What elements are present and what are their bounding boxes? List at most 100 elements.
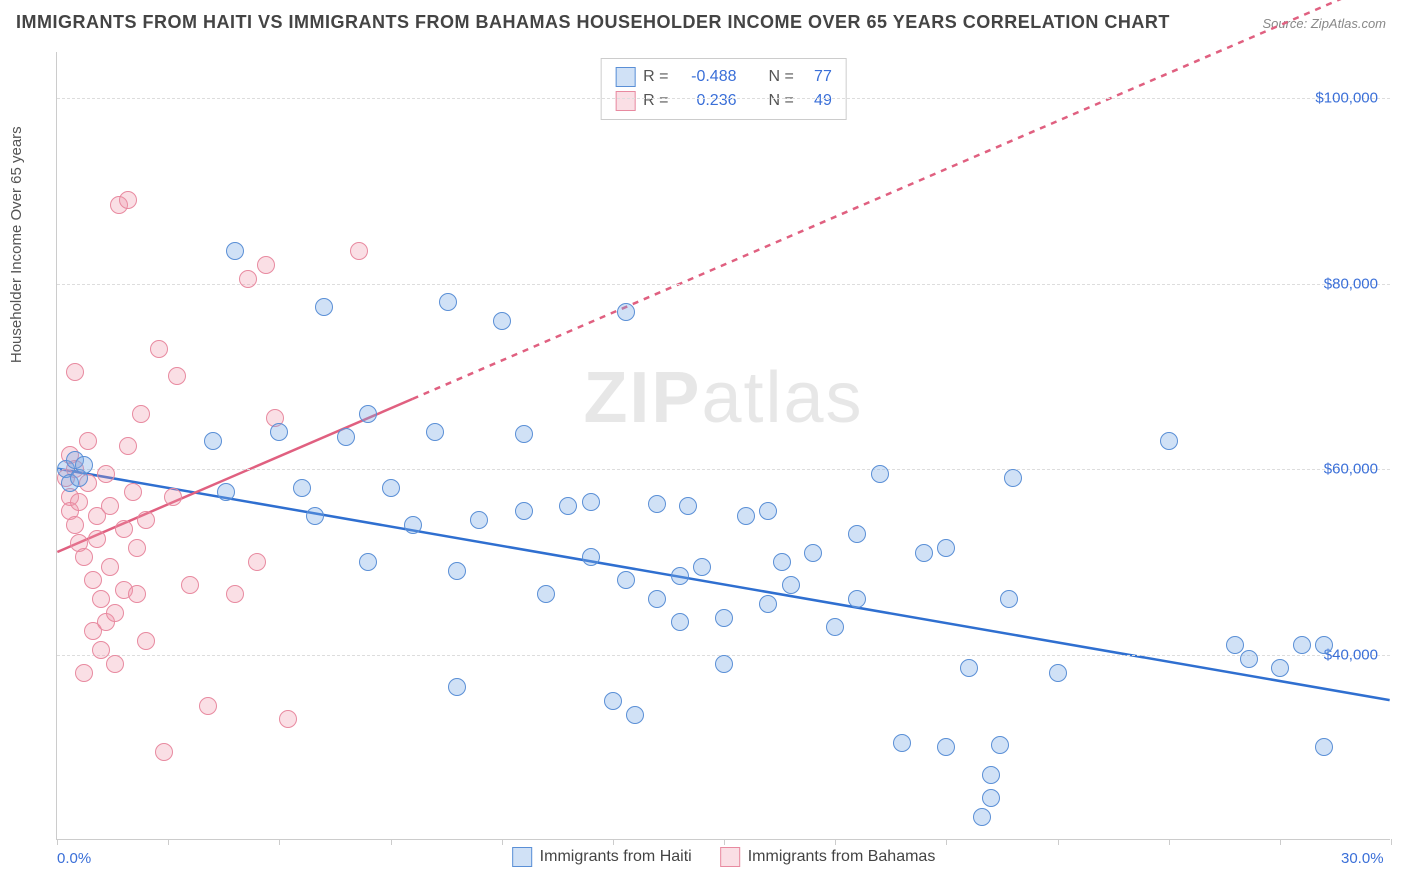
x-tick-label: 0.0%: [57, 850, 91, 867]
point-bahamas: [164, 488, 182, 506]
stat-row-haiti: R = -0.488 N = 77: [615, 65, 832, 89]
point-haiti: [648, 590, 666, 608]
gridline: [57, 98, 1390, 99]
point-haiti: [617, 303, 635, 321]
swatch-bahamas-icon: [720, 847, 740, 867]
point-haiti: [982, 766, 1000, 784]
r-value-bahamas: 0.236: [677, 89, 737, 113]
legend-item-bahamas: Immigrants from Bahamas: [720, 847, 936, 867]
point-haiti: [404, 516, 422, 534]
point-bahamas: [106, 655, 124, 673]
point-bahamas: [75, 664, 93, 682]
point-haiti: [270, 423, 288, 441]
point-haiti: [582, 493, 600, 511]
point-haiti: [448, 562, 466, 580]
n-value-bahamas: 49: [802, 89, 832, 113]
point-bahamas: [168, 367, 186, 385]
point-haiti: [426, 423, 444, 441]
point-haiti: [315, 298, 333, 316]
point-haiti: [1315, 738, 1333, 756]
series-legend: Immigrants from Haiti Immigrants from Ba…: [512, 847, 936, 867]
point-haiti: [648, 495, 666, 513]
n-label: N =: [769, 65, 794, 89]
point-haiti: [848, 590, 866, 608]
legend-label-haiti: Immigrants from Haiti: [540, 848, 692, 866]
point-haiti: [937, 738, 955, 756]
plot-area: ZIPatlas R = -0.488 N = 77 R = 0.236 N =…: [56, 52, 1390, 840]
r-label: R =: [643, 89, 668, 113]
point-haiti: [204, 432, 222, 450]
point-haiti: [293, 479, 311, 497]
point-haiti: [515, 425, 533, 443]
point-bahamas: [181, 576, 199, 594]
point-haiti: [871, 465, 889, 483]
y-tick-label: $60,000: [1324, 461, 1378, 478]
point-haiti: [915, 544, 933, 562]
point-bahamas: [79, 432, 97, 450]
point-bahamas: [132, 405, 150, 423]
point-haiti: [359, 553, 377, 571]
y-tick-label: $100,000: [1315, 90, 1378, 107]
point-haiti: [737, 507, 755, 525]
point-bahamas: [66, 363, 84, 381]
point-haiti: [782, 576, 800, 594]
point-bahamas: [155, 743, 173, 761]
point-bahamas: [101, 558, 119, 576]
point-haiti: [826, 618, 844, 636]
gridline: [57, 469, 1390, 470]
y-axis-label: Householder Income Over 65 years: [8, 126, 25, 363]
point-haiti: [759, 502, 777, 520]
x-tick-mark: [946, 839, 947, 845]
point-haiti: [1160, 432, 1178, 450]
point-bahamas: [128, 585, 146, 603]
n-value-haiti: 77: [802, 65, 832, 89]
point-haiti: [893, 734, 911, 752]
point-haiti: [626, 706, 644, 724]
point-haiti: [1240, 650, 1258, 668]
point-haiti: [671, 613, 689, 631]
point-haiti: [1315, 636, 1333, 654]
point-bahamas: [124, 483, 142, 501]
point-haiti: [306, 507, 324, 525]
point-bahamas: [350, 242, 368, 260]
point-haiti: [937, 539, 955, 557]
x-tick-mark: [724, 839, 725, 845]
x-tick-mark: [57, 839, 58, 845]
point-bahamas: [88, 530, 106, 548]
point-bahamas: [119, 191, 137, 209]
point-haiti: [1271, 659, 1289, 677]
x-tick-mark: [391, 839, 392, 845]
point-haiti: [848, 525, 866, 543]
point-haiti: [982, 789, 1000, 807]
legend-item-haiti: Immigrants from Haiti: [512, 847, 692, 867]
point-haiti: [515, 502, 533, 520]
x-tick-mark: [1169, 839, 1170, 845]
point-haiti: [439, 293, 457, 311]
x-tick-mark: [168, 839, 169, 845]
point-haiti: [1293, 636, 1311, 654]
x-tick-mark: [279, 839, 280, 845]
point-haiti: [448, 678, 466, 696]
statistics-legend: R = -0.488 N = 77 R = 0.236 N = 49: [600, 58, 847, 120]
point-bahamas: [84, 571, 102, 589]
point-bahamas: [101, 497, 119, 515]
x-tick-mark: [835, 839, 836, 845]
point-bahamas: [119, 437, 137, 455]
source-label: Source: ZipAtlas.com: [1262, 16, 1386, 31]
point-bahamas: [75, 548, 93, 566]
point-haiti: [470, 511, 488, 529]
point-bahamas: [257, 256, 275, 274]
point-haiti: [617, 571, 635, 589]
swatch-haiti-icon: [615, 67, 635, 87]
point-haiti: [1049, 664, 1067, 682]
point-haiti: [604, 692, 622, 710]
x-tick-mark: [502, 839, 503, 845]
x-tick-mark: [613, 839, 614, 845]
point-haiti: [991, 736, 1009, 754]
point-haiti: [804, 544, 822, 562]
swatch-haiti-icon: [512, 847, 532, 867]
point-bahamas: [137, 511, 155, 529]
point-haiti: [337, 428, 355, 446]
point-bahamas: [199, 697, 217, 715]
point-haiti: [973, 808, 991, 826]
